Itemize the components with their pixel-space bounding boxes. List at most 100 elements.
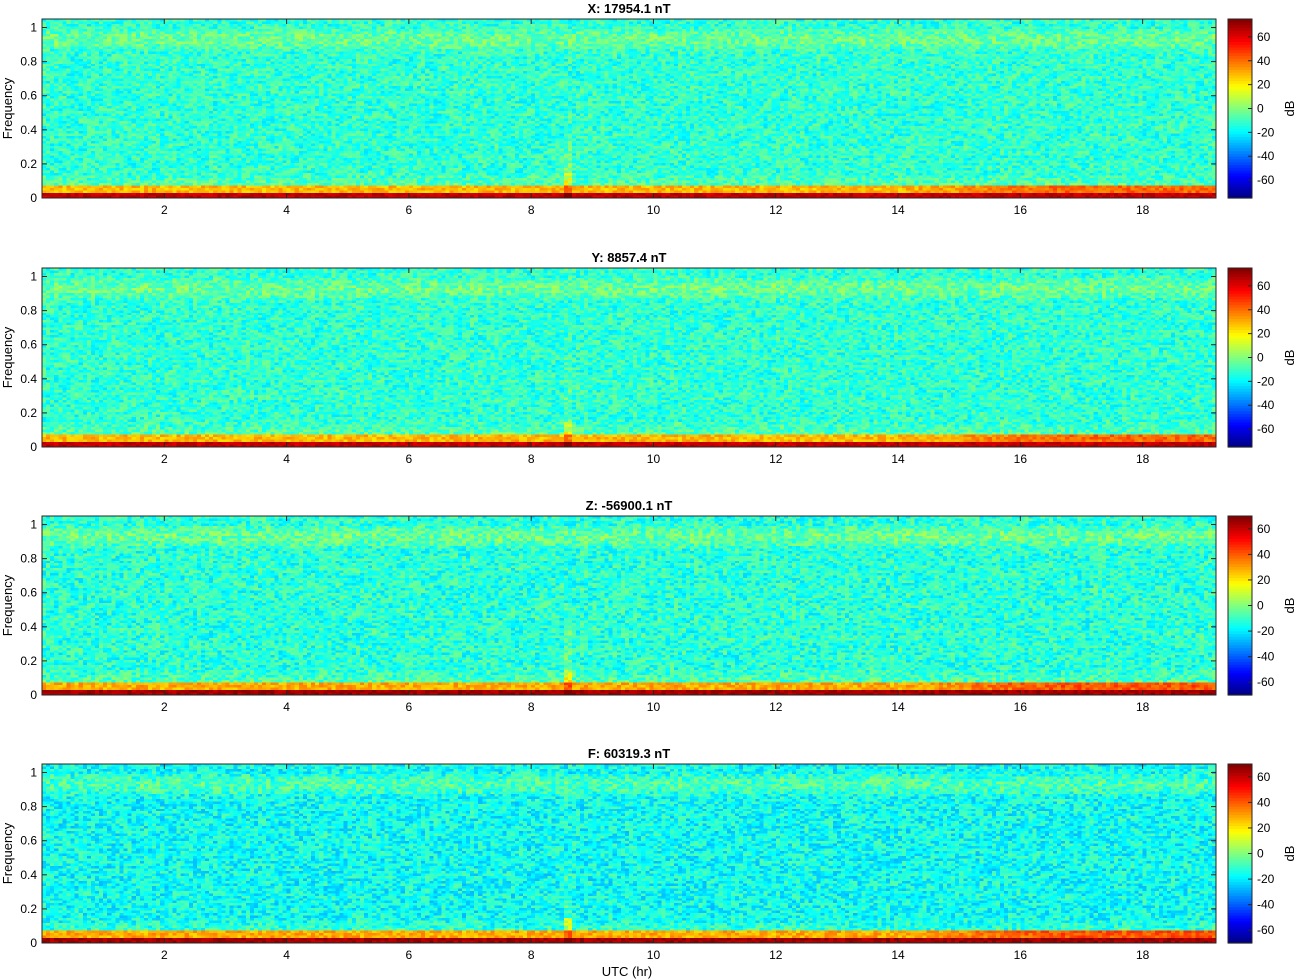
- colorbar-segment: [1228, 901, 1252, 905]
- colorbar-segment: [1228, 125, 1252, 129]
- colorbar-segment: [1228, 405, 1252, 409]
- colorbar-segment: [1228, 354, 1252, 359]
- colorbar-segment: [1228, 164, 1252, 168]
- colorbar-segment: [1228, 161, 1252, 166]
- colorbar-segment: [1228, 650, 1252, 654]
- x-tick-label: 6: [406, 948, 413, 962]
- colorbar-segment: [1228, 335, 1252, 339]
- colorbar-segment: [1228, 312, 1252, 317]
- x-tick-label: 14: [891, 948, 905, 962]
- colorbar-segment: [1228, 552, 1252, 556]
- colorbar-segment: [1228, 337, 1252, 342]
- colorbar-segment: [1228, 527, 1252, 531]
- colorbar-segment: [1228, 86, 1252, 90]
- colorbar-segment: [1228, 887, 1252, 891]
- colorbar-segment: [1228, 382, 1252, 387]
- colorbar-segment: [1228, 102, 1252, 107]
- colorbar-segment: [1228, 789, 1252, 793]
- x-tick-label: 10: [647, 700, 661, 714]
- y-tick-label: 0.6: [20, 586, 37, 600]
- colorbar-segment: [1228, 549, 1252, 553]
- colorbar-segment: [1228, 822, 1252, 827]
- colorbar-segment: [1228, 32, 1252, 37]
- colorbar-segment: [1228, 195, 1252, 199]
- colorbar-tick-label: 40: [1257, 795, 1271, 809]
- colorbar-segment: [1228, 304, 1252, 308]
- colorbar-segment: [1228, 438, 1252, 443]
- colorbar-segment: [1228, 516, 1252, 520]
- colorbar-tick-label: -60: [1257, 422, 1275, 436]
- colorbar-segment: [1228, 686, 1252, 691]
- y-tick-label: 0.4: [20, 372, 37, 386]
- colorbar-segment: [1228, 175, 1252, 180]
- figure-x-axis-label: UTC (hr): [602, 964, 653, 979]
- x-tick-label: 4: [283, 203, 290, 217]
- colorbar-segment: [1228, 287, 1252, 291]
- colorbar-segment: [1228, 136, 1252, 140]
- colorbar-segment: [1228, 435, 1252, 440]
- axes-frame: [41, 515, 1217, 696]
- colorbar-segment: [1228, 619, 1252, 623]
- colorbar-segment: [1228, 845, 1252, 849]
- spectrogram-image: [42, 764, 1216, 943]
- colorbar-segment: [1228, 940, 1252, 944]
- y-tick-label: 0.6: [20, 834, 37, 848]
- x-tick-label: 6: [406, 452, 413, 466]
- colorbar-segment: [1228, 833, 1252, 838]
- colorbar-segment: [1228, 616, 1252, 621]
- colorbar-segment: [1228, 80, 1252, 84]
- x-tick-label: 4: [283, 948, 290, 962]
- colorbar-segment: [1228, 605, 1252, 609]
- colorbar-segment: [1228, 24, 1252, 28]
- colorbar-segment: [1228, 374, 1252, 378]
- colorbar-segment: [1228, 889, 1252, 894]
- colorbar-segment: [1228, 541, 1252, 545]
- y-tick-label: 0: [30, 440, 37, 454]
- colorbar-segment: [1228, 764, 1252, 768]
- colorbar-segment: [1228, 678, 1252, 682]
- y-tick-label: 1: [30, 766, 37, 780]
- colorbar-segment: [1228, 298, 1252, 303]
- colorbar-segment: [1228, 130, 1252, 135]
- y-tick-label: 1: [30, 21, 37, 35]
- x-tick-label: 16: [1014, 700, 1028, 714]
- axes-frame: [41, 18, 1217, 199]
- colorbar-tick-label: 60: [1257, 522, 1271, 536]
- colorbar-segment: [1228, 158, 1252, 163]
- colorbar-segment: [1228, 653, 1252, 657]
- colorbar-segment: [1228, 689, 1252, 693]
- spectrogram-image: [42, 19, 1216, 198]
- colorbar-tick-label: 60: [1257, 770, 1271, 784]
- colorbar-segment: [1228, 636, 1252, 640]
- colorbar-segment: [1228, 926, 1252, 930]
- x-tick-label: 10: [647, 452, 661, 466]
- colorbar-segment: [1228, 295, 1252, 300]
- y-tick-label: 0.8: [20, 800, 37, 814]
- colorbar-segment: [1228, 597, 1252, 601]
- colorbar-segment: [1228, 574, 1252, 579]
- colorbar-segment: [1228, 797, 1252, 801]
- colorbar-segment: [1228, 675, 1252, 679]
- x-tick-label: 18: [1136, 203, 1150, 217]
- colorbar-segment: [1228, 184, 1252, 188]
- x-tick-label: 14: [891, 203, 905, 217]
- colorbar-label: dB: [1282, 598, 1297, 614]
- colorbar-segment: [1228, 396, 1252, 401]
- colorbar-segment: [1228, 856, 1252, 860]
- colorbar-segment: [1228, 571, 1252, 576]
- colorbar-segment: [1228, 181, 1252, 185]
- spectrogram-image: [42, 516, 1216, 695]
- colorbar-segment: [1228, 842, 1252, 846]
- colorbar-segment: [1228, 326, 1252, 331]
- colorbar-tick-label: 20: [1257, 327, 1271, 341]
- colorbar-segment: [1228, 831, 1252, 835]
- colorbar-tick-label: 60: [1257, 279, 1271, 293]
- colorbar-segment: [1228, 58, 1252, 62]
- y-tick-label: 0.4: [20, 620, 37, 634]
- x-tick-label: 2: [161, 203, 168, 217]
- colorbar-label: dB: [1282, 101, 1297, 117]
- colorbar-segment: [1228, 529, 1252, 534]
- colorbar-segment: [1228, 557, 1252, 562]
- colorbar-tick-label: 40: [1257, 54, 1271, 68]
